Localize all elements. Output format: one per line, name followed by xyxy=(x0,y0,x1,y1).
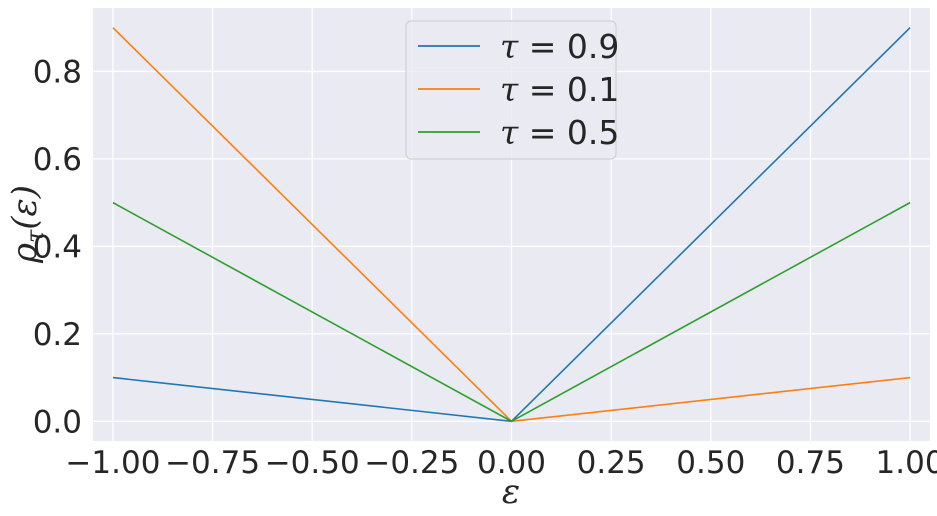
x-axis-label: ε xyxy=(502,472,520,512)
x-tick-label: 1.00 xyxy=(876,445,937,481)
x-tick-label: 0.25 xyxy=(577,445,646,481)
x-tick-label: −0.25 xyxy=(364,445,459,481)
legend-box xyxy=(405,20,617,160)
y-tick-label: 0.2 xyxy=(33,317,82,353)
legend-label-3: τ = 0.5 xyxy=(500,113,619,152)
y-tick-labels: 0.0 0.2 0.4 0.6 0.8 xyxy=(33,54,82,440)
x-tick-label: 0.50 xyxy=(676,445,745,481)
legend-label-2: τ = 0.1 xyxy=(500,70,619,109)
x-tick-label: −1.00 xyxy=(65,445,160,481)
y-axis-label: ρτ(ε) xyxy=(5,185,49,264)
series-line-3 xyxy=(112,201,911,423)
legend-label-1: τ = 0.9 xyxy=(500,27,619,66)
x-tick-labels: −1.00 −0.75 −0.50 −0.25 0.00 0.25 0.50 0.75 1.00 xyxy=(65,445,937,481)
x-tick-label: 0.00 xyxy=(477,445,546,481)
y-tick-label: 0.6 xyxy=(33,142,82,178)
x-tick-label: −0.75 xyxy=(165,445,260,481)
x-tick-label: 0.75 xyxy=(776,445,845,481)
y-tick-label: 0.8 xyxy=(33,54,82,90)
y-tick-label: 0.4 xyxy=(33,229,82,265)
series-lines xyxy=(112,27,911,423)
y-tick-label: 0.0 xyxy=(33,404,82,440)
legend: τ = 0.9 τ = 0.1 τ = 0.5 xyxy=(405,20,619,160)
x-tick-label: −0.50 xyxy=(265,445,360,481)
